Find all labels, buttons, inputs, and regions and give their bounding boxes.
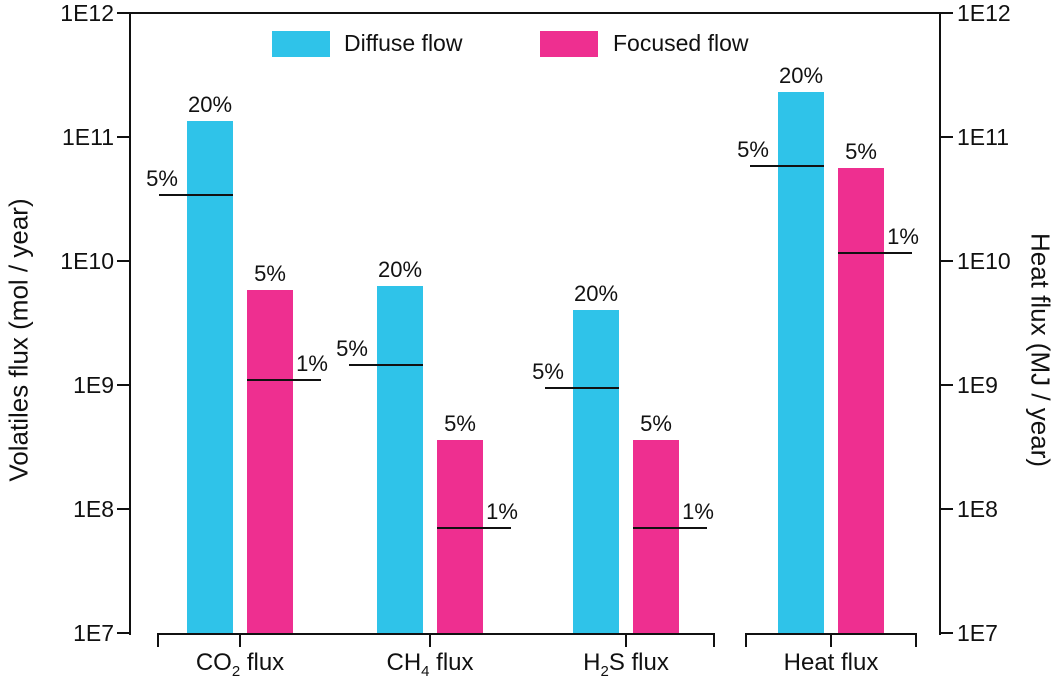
focused-bar-value-label: 5% [444, 411, 476, 437]
y-tick-right [941, 384, 953, 386]
focused-bar-value-label: 5% [845, 139, 877, 165]
diffuse-bar [377, 285, 423, 633]
category-tick [239, 633, 241, 647]
y-tick-right [941, 136, 953, 138]
diffuse-bar [778, 92, 824, 633]
diffuse-marker-line [750, 165, 824, 168]
y-tick-label-left: 1E7 [73, 620, 114, 646]
focused-bar-value-label: 5% [254, 261, 286, 287]
y-axis-title-left: Volatiles flux (mol / year) [3, 198, 34, 482]
diffuse-bar-value-label: 20% [778, 63, 824, 89]
y-tick-label-left: 1E12 [60, 0, 114, 26]
category-tick [830, 633, 832, 647]
focused-marker-label: 1% [682, 499, 714, 525]
y-tick-left [117, 12, 129, 14]
diffuse-bar [573, 310, 619, 633]
y-tick-left [117, 632, 129, 634]
y-tick-right [941, 260, 953, 262]
diffuse-marker-line [349, 363, 423, 366]
y-tick-right [941, 632, 953, 634]
legend-swatch-diffuse [272, 31, 330, 57]
category-label: H2S flux [583, 649, 669, 680]
y-tick-label-right: 1E12 [957, 0, 1011, 26]
y-tick-label-right: 1E10 [957, 248, 1011, 274]
focused-bar-value-label: 5% [640, 411, 672, 437]
focused-marker-line [838, 252, 912, 255]
y-tick-label-right: 1E11 [957, 124, 1010, 150]
diffuse-marker-label: 5% [532, 358, 564, 384]
y-tick-label-left: 1E9 [73, 372, 114, 398]
category-tick [429, 633, 431, 647]
diffuse-bar-value-label: 20% [573, 281, 619, 307]
legend-label-focused: Focused flow [613, 30, 749, 56]
focused-bar [437, 440, 483, 633]
y-tick-left [117, 136, 129, 138]
focused-bar [247, 290, 293, 633]
category-label: CO2 flux [195, 649, 285, 680]
y-tick-right [941, 12, 953, 14]
x-axis-bracket [157, 633, 715, 647]
focused-marker-label: 1% [296, 350, 328, 376]
diffuse-marker-label: 5% [146, 166, 178, 192]
diffuse-marker-line [545, 386, 619, 389]
diffuse-bar [187, 120, 233, 633]
category-label: Heat flux [783, 649, 879, 676]
y-tick-left [117, 508, 129, 510]
legend-label-diffuse: Diffuse flow [344, 30, 463, 56]
category-tick [625, 633, 627, 647]
y-tick-label-right: 1E8 [957, 496, 998, 522]
diffuse-marker-label: 5% [336, 335, 368, 361]
y-tick-label-left: 1E10 [60, 248, 114, 274]
focused-marker-label: 1% [887, 224, 919, 250]
y-tick-label-right: 1E7 [957, 620, 998, 646]
y-tick-label-left: 1E8 [73, 496, 114, 522]
plot-frame-top [129, 12, 941, 14]
y-tick-left [117, 384, 129, 386]
y-tick-label-left: 1E11 [61, 124, 114, 150]
focused-bar [838, 168, 884, 633]
y-tick-label-right: 1E9 [957, 372, 998, 398]
focused-marker-line [247, 378, 321, 381]
focused-marker-label: 1% [486, 499, 518, 525]
focused-bar [633, 440, 679, 633]
focused-marker-line [633, 527, 707, 530]
y-axis-left [129, 12, 131, 635]
category-label: CH4 flux [386, 649, 474, 680]
diffuse-marker-label: 5% [737, 137, 769, 163]
legend-swatch-focused [540, 31, 598, 57]
diffuse-bar-value-label: 20% [187, 91, 233, 117]
diffuse-marker-line [159, 194, 233, 197]
diffuse-bar-value-label: 20% [377, 256, 423, 282]
y-tick-left [117, 260, 129, 262]
y-axis-right [939, 12, 941, 635]
x-axis-bracket [745, 633, 917, 647]
y-tick-right [941, 508, 953, 510]
focused-marker-line [437, 527, 511, 530]
